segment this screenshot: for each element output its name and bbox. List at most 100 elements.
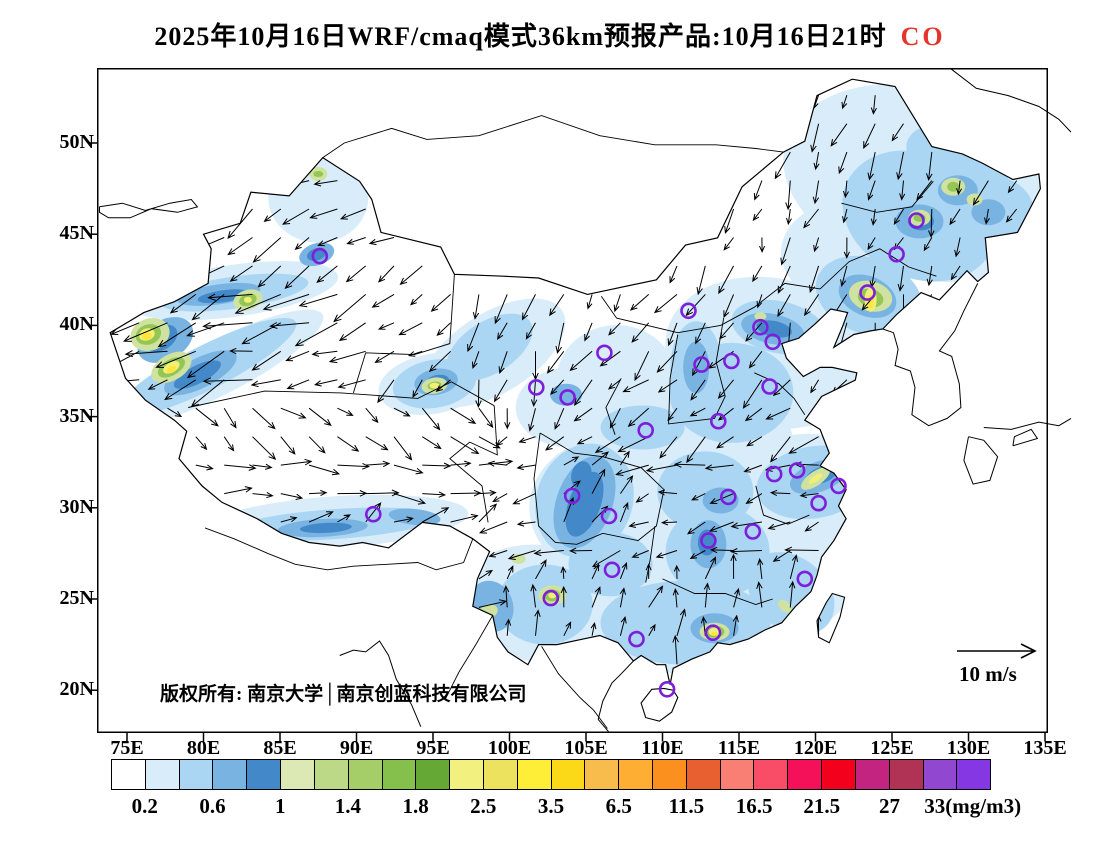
border-line xyxy=(352,274,455,394)
colorbar-tick-label: 16.5 xyxy=(735,794,773,818)
fill-blob xyxy=(299,522,352,534)
lon-axis-label: 130E xyxy=(946,737,991,759)
station-marker xyxy=(764,333,782,351)
station-marker xyxy=(680,302,697,320)
station-marker xyxy=(563,487,581,505)
station-marker xyxy=(788,462,806,479)
fill-blob xyxy=(754,312,767,321)
lon-axis-label: 85E xyxy=(263,737,297,759)
colorbar-cell xyxy=(281,760,315,789)
colorbar-cell xyxy=(517,760,552,789)
copyright-text: 版权所有: 南京大学│南京创蓝科技有限公司 xyxy=(160,682,527,706)
station-marker xyxy=(859,284,876,301)
hainan-outline xyxy=(640,687,679,722)
colorbar-cell xyxy=(822,760,856,789)
station-marker xyxy=(810,494,827,512)
station-marker xyxy=(744,523,762,540)
fill-blob xyxy=(548,592,557,599)
colorbar-cell xyxy=(653,760,687,789)
fill-blob xyxy=(429,382,440,389)
station-marker xyxy=(723,352,740,370)
colorbar-cell xyxy=(957,760,991,789)
colorbar-cell xyxy=(923,760,958,789)
colorbar-cell xyxy=(788,760,823,789)
colorbar-cell xyxy=(551,760,586,789)
fill-blob xyxy=(971,199,1006,226)
lon-axis-label: 75E xyxy=(110,737,144,759)
fill-blob xyxy=(947,181,960,192)
station-marker xyxy=(600,507,618,525)
colorbar-tick-label: 0.2 xyxy=(131,794,158,818)
lon-axis-label: 90E xyxy=(339,737,374,759)
lat-axis-label: 45N xyxy=(59,222,94,245)
lat-axis-label: 25N xyxy=(59,587,94,609)
station-marker xyxy=(752,318,769,336)
lon-axis-label: 80E xyxy=(186,737,221,759)
fill-blob xyxy=(568,532,653,597)
border-line xyxy=(668,318,726,425)
page-title: 2025年10月16日WRF/cmaq模式36km预报产品:10月16日21时 C… xyxy=(0,16,1100,53)
wind-vector-field xyxy=(110,95,1018,665)
fill-blob xyxy=(550,383,583,406)
border-line xyxy=(754,372,806,416)
lat-axis-label: 50N xyxy=(59,131,94,153)
map-border xyxy=(97,68,1048,733)
coast-line xyxy=(339,640,422,727)
colorbar-cell xyxy=(348,760,383,789)
fill-blob xyxy=(777,599,792,613)
station-marker xyxy=(709,412,727,430)
colorbar-cell xyxy=(686,760,721,789)
station-marker xyxy=(628,630,645,648)
colorbar-tick-label: 2.5 xyxy=(470,794,497,818)
fill-blob xyxy=(142,332,152,341)
colorbar xyxy=(111,759,991,790)
border-line xyxy=(322,115,784,158)
border-line xyxy=(645,525,656,583)
station-marker xyxy=(603,561,621,579)
co-concentration-fill xyxy=(110,83,1041,674)
station-marker xyxy=(693,356,710,373)
colorbar-cell xyxy=(179,760,214,789)
lat-axis-label: 40N xyxy=(59,313,94,336)
station-marker xyxy=(888,246,905,263)
colorbar-tick-label: 11.5 xyxy=(668,794,705,818)
map-canvas: 版权所有: 南京大学│南京创蓝科技有限公司 10 m/s xyxy=(88,67,1072,742)
colorbar-cell xyxy=(450,760,484,789)
colorbar-cell xyxy=(720,760,755,789)
border-line xyxy=(600,248,910,334)
lat-axis-label: 35N xyxy=(59,404,94,427)
colorbar-tick-label: 33(mg/m3) xyxy=(924,794,1022,818)
station-marker xyxy=(765,465,783,483)
colorbar-cell xyxy=(247,760,282,789)
fill-blob xyxy=(711,631,718,636)
wind-scale-legend: 10 m/s xyxy=(957,643,1037,686)
map-frame xyxy=(88,68,1048,742)
colorbar-tick-label: 1.8 xyxy=(402,794,429,818)
colorbar-cell xyxy=(483,760,518,789)
colorbar-tick-label: 27 xyxy=(879,794,900,818)
border-line xyxy=(755,485,810,525)
lon-axis-label: 135E xyxy=(1023,737,1067,759)
lon-axis-label: 100E xyxy=(487,737,532,759)
title-text: 2025年10月16日WRF/cmaq模式36km预报产品:10月16日21时 xyxy=(154,22,887,51)
colorbar-cell xyxy=(213,760,248,789)
border-line xyxy=(908,266,937,277)
fill-blob xyxy=(313,171,324,177)
coast-line xyxy=(983,417,1072,430)
wind-scale-label: 10 m/s xyxy=(959,662,1017,686)
coast-line xyxy=(597,660,634,733)
fill-blob xyxy=(173,360,221,389)
fill-blob xyxy=(388,508,441,526)
station-markers xyxy=(311,212,925,698)
lon-axis-label: 95E xyxy=(416,737,450,759)
wind-arrows xyxy=(110,95,1018,665)
lat-axis-label: 20N xyxy=(59,678,94,701)
station-marker xyxy=(908,212,925,229)
lat-axis-label: 30N xyxy=(59,495,94,518)
colorbar-tick-label: 21.5 xyxy=(803,794,841,818)
lon-axis-label: 105E xyxy=(564,737,608,759)
colorbar-cell xyxy=(314,760,349,789)
fill-blob xyxy=(446,313,533,381)
colorbar-cell xyxy=(619,760,653,789)
